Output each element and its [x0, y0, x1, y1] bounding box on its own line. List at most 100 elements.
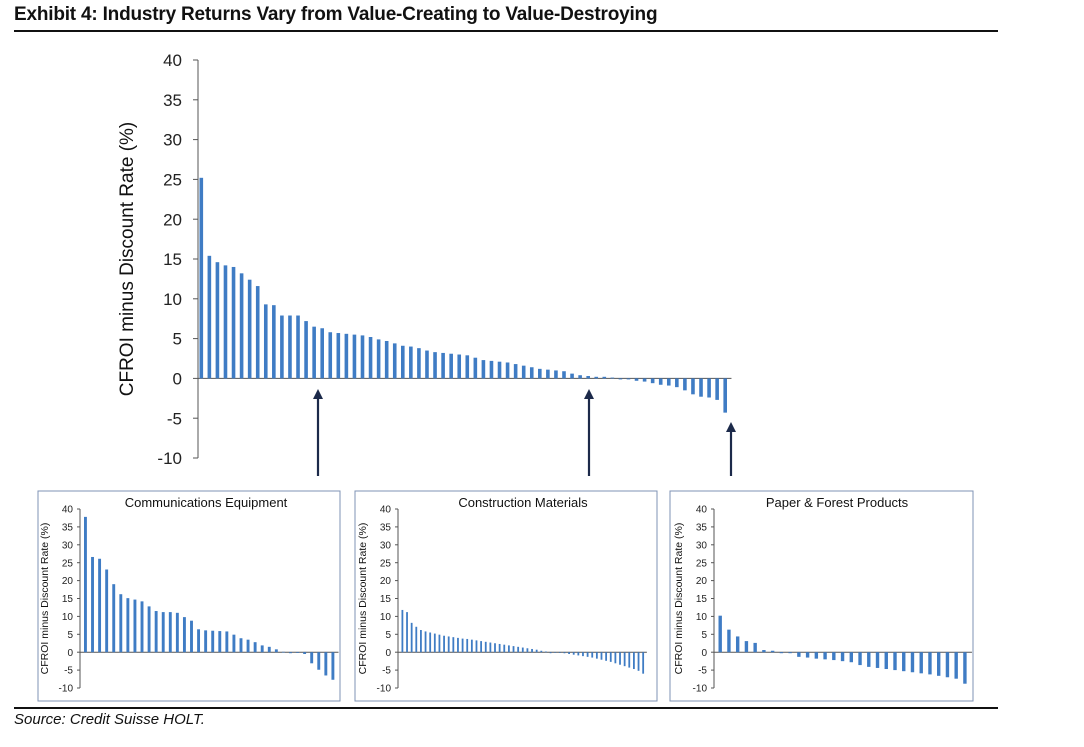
y-tick-label-cons: 30: [380, 540, 392, 551]
y-tick-label-paper: 10: [696, 612, 708, 623]
y-axis-label-cons: CFROI minus Discount Rate (%): [357, 523, 369, 675]
bar-cons: [628, 652, 631, 668]
bar-cons: [535, 649, 538, 653]
bar-main: [513, 364, 518, 379]
bar-comm: [274, 649, 278, 653]
bar-comm: [232, 634, 236, 653]
bar-paper: [893, 652, 897, 671]
y-tick-label-main: 40: [163, 51, 182, 70]
bar-paper: [814, 652, 819, 659]
bar-cons: [507, 645, 510, 653]
bar-main: [675, 378, 679, 388]
bar-main: [328, 332, 333, 379]
bar-main: [441, 352, 445, 379]
bar-cons: [586, 652, 589, 657]
bar-cons: [415, 626, 418, 653]
bar-cons: [531, 648, 533, 653]
bar-main: [449, 353, 453, 379]
bar-cons: [466, 638, 469, 653]
bar-paper: [937, 652, 941, 676]
bar-cons: [443, 635, 445, 653]
bar-main: [594, 376, 599, 379]
y-tick-label-main: -10: [157, 449, 182, 468]
bar-main: [634, 378, 639, 381]
bar-main: [578, 375, 582, 379]
bar-main: [255, 286, 260, 379]
bar-cons: [480, 641, 483, 653]
bar-cons: [558, 652, 561, 653]
exhibit-title: Exhibit 4: Industry Returns Vary from Va…: [14, 4, 658, 25]
bar-paper: [762, 650, 766, 653]
y-tick-label-comm: 40: [62, 505, 74, 516]
bar-main: [457, 354, 462, 379]
bar-cons: [577, 652, 580, 656]
chart-comm: Communications Equipment 40 35 30 25 20 15 10 5 0…: [37, 490, 341, 702]
bar-comm: [204, 630, 208, 653]
bar-main: [562, 371, 566, 379]
y-axis-label-main: CFROI minus Discount Rate (%): [117, 122, 138, 397]
y-tick-label-main: 20: [163, 210, 182, 229]
bar-main: [489, 360, 494, 379]
bar-cons: [540, 650, 543, 653]
bar-cons: [563, 652, 566, 654]
bar-comm: [197, 629, 201, 653]
bar-comm: [281, 651, 285, 653]
y-tick-label-comm: 20: [62, 576, 74, 587]
bar-main: [199, 177, 204, 379]
bar-main: [481, 360, 486, 379]
y-tick-label-comm: 5: [67, 630, 73, 641]
bar-cons: [554, 652, 557, 653]
bar-main: [521, 365, 526, 379]
bar-cons: [591, 652, 594, 658]
bar-main: [723, 378, 727, 413]
y-tick-label-paper: 40: [696, 505, 708, 516]
bar-paper: [805, 652, 810, 658]
y-tick-label-main: 5: [173, 330, 182, 349]
bar-cons: [475, 640, 478, 653]
bar-cons: [410, 622, 413, 653]
bar-cons: [582, 652, 584, 657]
y-tick-label-cons: 5: [385, 630, 391, 641]
bar-paper: [770, 650, 775, 653]
y-tick-label-main: 35: [163, 91, 182, 110]
bar-cons: [568, 652, 570, 654]
y-axis-label-paper: CFROI minus Discount Rate (%): [673, 523, 685, 675]
bar-comm: [91, 556, 94, 653]
bar-cons: [595, 652, 598, 659]
bar-comm: [119, 594, 123, 653]
bar-cons: [447, 636, 450, 653]
bar-main: [376, 339, 381, 379]
bar-comm: [105, 569, 109, 653]
bar-main: [529, 367, 534, 379]
bar-main: [626, 378, 631, 380]
bar-comm: [317, 652, 321, 670]
bar-cons: [521, 647, 524, 653]
y-tick-label-main: 30: [163, 131, 182, 150]
bar-comm: [331, 652, 335, 680]
bar-paper: [902, 652, 906, 672]
bar-paper: [823, 652, 827, 660]
y-tick-label-paper: -10: [693, 684, 708, 695]
bar-main: [360, 335, 365, 379]
panel-title-paper: Paper & Forest Products: [766, 495, 909, 510]
bar-main: [401, 345, 405, 379]
bar-main: [497, 361, 502, 379]
bar-main: [433, 352, 437, 379]
bar-main: [392, 343, 397, 379]
y-tick-label-cons: 0: [385, 648, 391, 659]
y-tick-label-comm: 10: [62, 612, 74, 623]
bar-comm: [147, 606, 151, 653]
panel-border-comm: [37, 490, 341, 702]
bar-comm: [126, 598, 130, 653]
bar-cons: [619, 652, 621, 665]
bar-paper: [875, 652, 880, 668]
y-tick-label-cons: 15: [380, 594, 392, 605]
bar-cons: [489, 642, 492, 653]
y-tick-label-cons: 20: [380, 576, 392, 587]
bar-main: [707, 378, 711, 398]
bar-paper: [928, 652, 932, 675]
bar-cons: [433, 633, 436, 653]
y-tick-label-main: 15: [163, 250, 182, 269]
bar-main: [320, 328, 324, 379]
bar-comm: [225, 631, 229, 653]
